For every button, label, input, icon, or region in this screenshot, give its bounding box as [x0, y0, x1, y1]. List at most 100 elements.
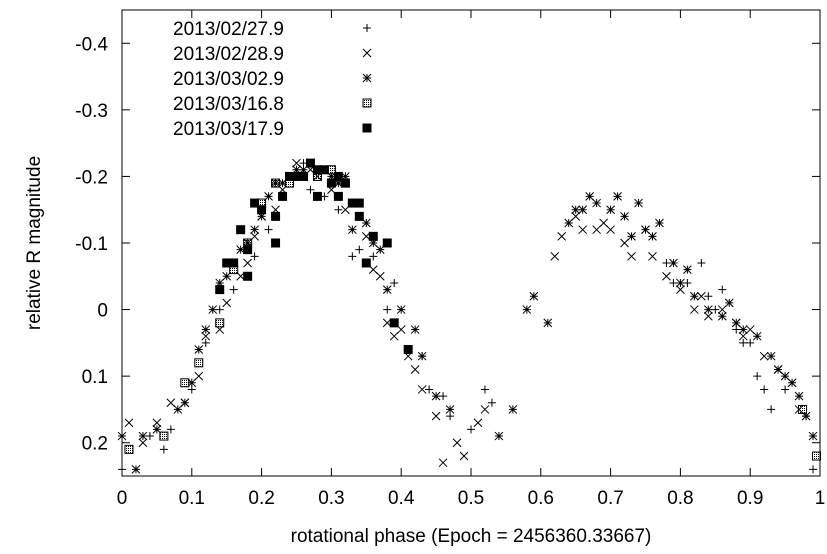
data-point — [690, 292, 698, 300]
data-point — [767, 405, 775, 413]
y-tick-label: -0.2 — [75, 167, 108, 188]
data-point — [313, 192, 321, 200]
data-point — [181, 399, 189, 407]
x-tick-label: 0.6 — [528, 488, 554, 509]
data-point — [181, 379, 189, 387]
data-point — [739, 326, 747, 334]
legend-marker — [363, 49, 371, 57]
data-point — [648, 252, 656, 260]
data-point — [223, 299, 231, 307]
data-point — [279, 192, 287, 200]
data-point — [383, 239, 391, 247]
y-tick-label: -0.1 — [75, 234, 108, 255]
data-point — [481, 405, 489, 413]
x-axis-label: rotational phase (Epoch = 2456360.33667) — [291, 526, 652, 547]
data-point — [202, 326, 210, 334]
data-point — [460, 452, 468, 460]
data-point — [348, 226, 356, 234]
data-point — [732, 319, 740, 327]
data-point — [739, 339, 747, 347]
x-tick-label: 0.4 — [388, 488, 415, 509]
data-point — [251, 226, 259, 234]
data-point — [244, 259, 252, 267]
data-point — [642, 226, 650, 234]
data-point — [376, 272, 384, 280]
data-point — [704, 292, 712, 300]
data-point — [753, 372, 761, 380]
data-point — [551, 252, 559, 260]
data-point — [160, 432, 168, 440]
data-point — [655, 219, 663, 227]
data-point — [795, 392, 803, 400]
data-point — [509, 405, 517, 413]
data-point — [418, 385, 426, 393]
data-point — [432, 412, 440, 420]
y-tick-label: 0.1 — [82, 367, 108, 388]
data-point — [355, 212, 363, 220]
x-tick-label: 0.3 — [318, 488, 344, 509]
data-point — [586, 192, 594, 200]
data-point — [369, 232, 377, 240]
x-tick-label: 1 — [815, 488, 826, 509]
y-axis-label: relative R magnitude — [24, 156, 45, 330]
legend-marker — [363, 99, 371, 107]
data-point — [146, 432, 154, 440]
data-point — [244, 272, 252, 280]
data-point — [195, 346, 203, 354]
data-point — [425, 385, 433, 393]
data-point — [648, 232, 656, 240]
y-tick-label: -0.4 — [75, 34, 108, 55]
data-point — [244, 246, 252, 254]
data-point — [348, 252, 356, 260]
y-tick-label: 0.2 — [82, 434, 108, 455]
data-point — [669, 279, 677, 287]
data-point — [481, 385, 489, 393]
data-point — [607, 226, 615, 234]
data-point — [704, 306, 712, 314]
y-tick-label: -0.3 — [75, 101, 108, 122]
data-point — [621, 212, 629, 220]
data-point — [781, 385, 789, 393]
data-point — [767, 352, 775, 360]
data-point — [628, 232, 636, 240]
data-point — [334, 206, 342, 214]
data-point — [272, 239, 280, 247]
data-point — [258, 206, 266, 214]
data-point — [160, 445, 168, 453]
x-tick-label: 0.7 — [597, 488, 623, 509]
data-point — [383, 286, 391, 294]
plot-marks — [118, 159, 821, 473]
data-point — [355, 246, 363, 254]
data-point — [320, 166, 328, 174]
data-point — [362, 259, 370, 267]
data-point — [579, 206, 587, 214]
legend-label: 2013/02/27.9 — [173, 19, 284, 40]
x-tick-label: 0.5 — [458, 488, 484, 509]
x-tick-label: 0.2 — [248, 488, 274, 509]
data-point — [488, 399, 496, 407]
data-point — [746, 326, 754, 334]
data-point — [195, 359, 203, 367]
data-point — [272, 212, 280, 220]
data-point — [432, 392, 440, 400]
data-point — [446, 405, 454, 413]
data-point — [593, 199, 601, 207]
data-point — [474, 419, 482, 427]
data-point — [230, 286, 238, 294]
data-point — [195, 372, 203, 380]
data-point — [390, 332, 398, 340]
data-point — [683, 279, 691, 287]
x-tick-label: 0.1 — [179, 488, 205, 509]
data-point — [628, 252, 636, 260]
data-point — [523, 306, 531, 314]
legend-marker — [363, 124, 371, 132]
data-point — [565, 219, 573, 227]
data-point — [299, 172, 307, 180]
data-point — [635, 199, 643, 207]
data-point — [411, 365, 419, 373]
legend: 2013/02/27.9 2013/02/28.9 2013/03/02.9 2013… — [173, 19, 371, 140]
x-tick-label: 0.9 — [737, 488, 763, 509]
data-point — [202, 339, 210, 347]
data-point — [799, 405, 807, 413]
